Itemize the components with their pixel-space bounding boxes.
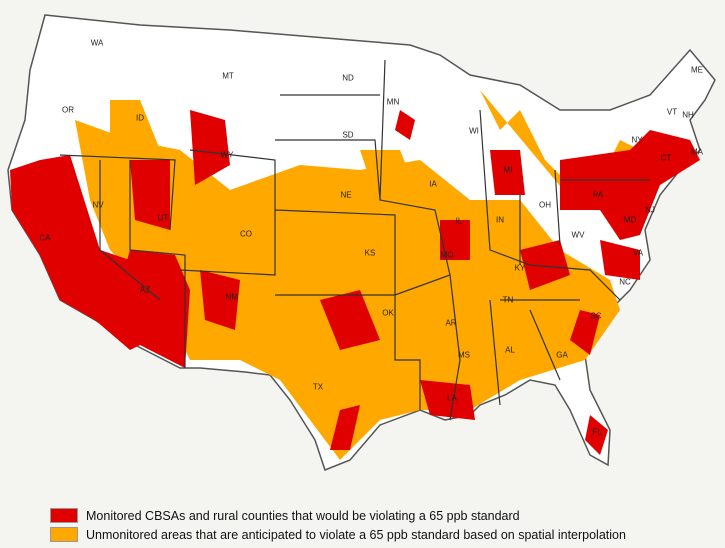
state-label: CO xyxy=(240,229,252,239)
state-label: WV xyxy=(571,230,585,240)
state-label: VA xyxy=(632,248,644,258)
state-label: WY xyxy=(220,150,234,160)
legend-item-unmonitored: Unmonitored areas that are anticipated t… xyxy=(50,527,626,542)
state-label: NE xyxy=(340,190,352,200)
state-label: OR xyxy=(62,105,74,115)
legend-label: Unmonitored areas that are anticipated t… xyxy=(86,527,626,542)
state-label: WI xyxy=(469,126,479,136)
state-label: AR xyxy=(445,318,457,328)
state-label: MO xyxy=(440,250,454,260)
state-label: NC xyxy=(619,277,631,287)
legend-label: Monitored CBSAs and rural counties that … xyxy=(86,508,520,523)
state-label: MI xyxy=(503,165,513,175)
state-label: TX xyxy=(312,382,324,392)
us-ozone-map xyxy=(7,14,716,471)
state-label: UT xyxy=(157,213,169,223)
state-label: MS xyxy=(458,350,470,360)
state-label: MT xyxy=(222,71,234,81)
monitored-areas xyxy=(10,110,700,455)
state-label: ME xyxy=(691,65,703,75)
state-label: IL xyxy=(455,216,463,226)
state-label: AZ xyxy=(139,285,151,295)
state-label: ID xyxy=(136,113,144,123)
state-label: SD xyxy=(342,130,354,140)
state-label: MD xyxy=(623,215,637,225)
state-label: MN xyxy=(386,97,400,107)
state-label: TN xyxy=(502,295,514,305)
state-label: AL xyxy=(505,345,515,355)
state-label: ND xyxy=(342,73,354,83)
state-label: CT xyxy=(660,153,672,163)
legend-swatch-red xyxy=(50,508,78,523)
state-label: WA xyxy=(90,38,104,48)
state-label: NM xyxy=(225,292,239,302)
state-label: NH xyxy=(682,110,694,120)
state-label: OH xyxy=(539,200,551,210)
state-label: PA xyxy=(592,190,604,200)
state-label: KY xyxy=(514,263,526,273)
state-label: KS xyxy=(364,248,376,258)
legend-item-monitored: Monitored CBSAs and rural counties that … xyxy=(50,508,520,523)
state-label: FL xyxy=(592,427,602,437)
state-label: MA xyxy=(691,147,703,157)
state-label: IA xyxy=(429,179,437,189)
state-label: VT xyxy=(666,107,678,117)
legend-swatch-orange xyxy=(50,527,78,542)
state-label: NY xyxy=(631,135,643,145)
state-label: NV xyxy=(92,200,104,210)
state-label: OK xyxy=(382,308,394,318)
state-label: SC xyxy=(590,311,602,321)
state-label: IN xyxy=(496,215,504,225)
state-borders xyxy=(59,59,650,421)
state-label: GA xyxy=(556,350,568,360)
state-label: CA xyxy=(39,233,51,243)
state-label: LA xyxy=(447,393,457,403)
state-label: NJ xyxy=(645,205,655,215)
